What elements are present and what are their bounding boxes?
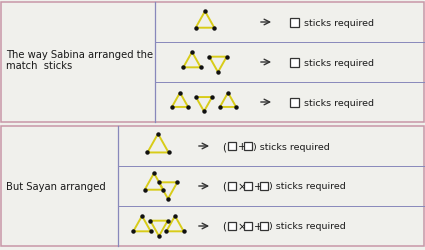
Text: +: + xyxy=(254,181,263,191)
Bar xyxy=(260,182,268,190)
Text: (: ( xyxy=(222,142,226,152)
Bar xyxy=(1,126,424,246)
Bar xyxy=(228,182,236,190)
Text: ) sticks required: ) sticks required xyxy=(269,182,346,191)
Bar xyxy=(291,58,300,67)
Bar xyxy=(244,182,252,190)
Bar xyxy=(228,222,236,230)
Text: ×: × xyxy=(238,181,247,191)
Bar xyxy=(244,142,252,150)
Text: +: + xyxy=(254,221,263,231)
Text: The way Sabina arranged the: The way Sabina arranged the xyxy=(6,50,153,60)
Bar xyxy=(291,18,300,28)
Text: sticks required: sticks required xyxy=(301,98,374,107)
Text: sticks required: sticks required xyxy=(301,58,374,67)
Text: +: + xyxy=(238,142,246,152)
Bar xyxy=(244,222,252,230)
Bar xyxy=(228,142,236,150)
Bar xyxy=(1,3,424,122)
Text: match  sticks: match sticks xyxy=(6,61,72,71)
Text: But Sayan arranged: But Sayan arranged xyxy=(6,181,106,191)
Text: (: ( xyxy=(222,181,226,191)
Bar xyxy=(291,98,300,107)
Text: ) sticks required: ) sticks required xyxy=(269,222,346,230)
Bar xyxy=(260,222,268,230)
Text: sticks required: sticks required xyxy=(301,18,374,28)
Text: ) sticks required: ) sticks required xyxy=(253,142,330,151)
Text: (: ( xyxy=(222,221,226,231)
Text: ×: × xyxy=(238,221,247,231)
